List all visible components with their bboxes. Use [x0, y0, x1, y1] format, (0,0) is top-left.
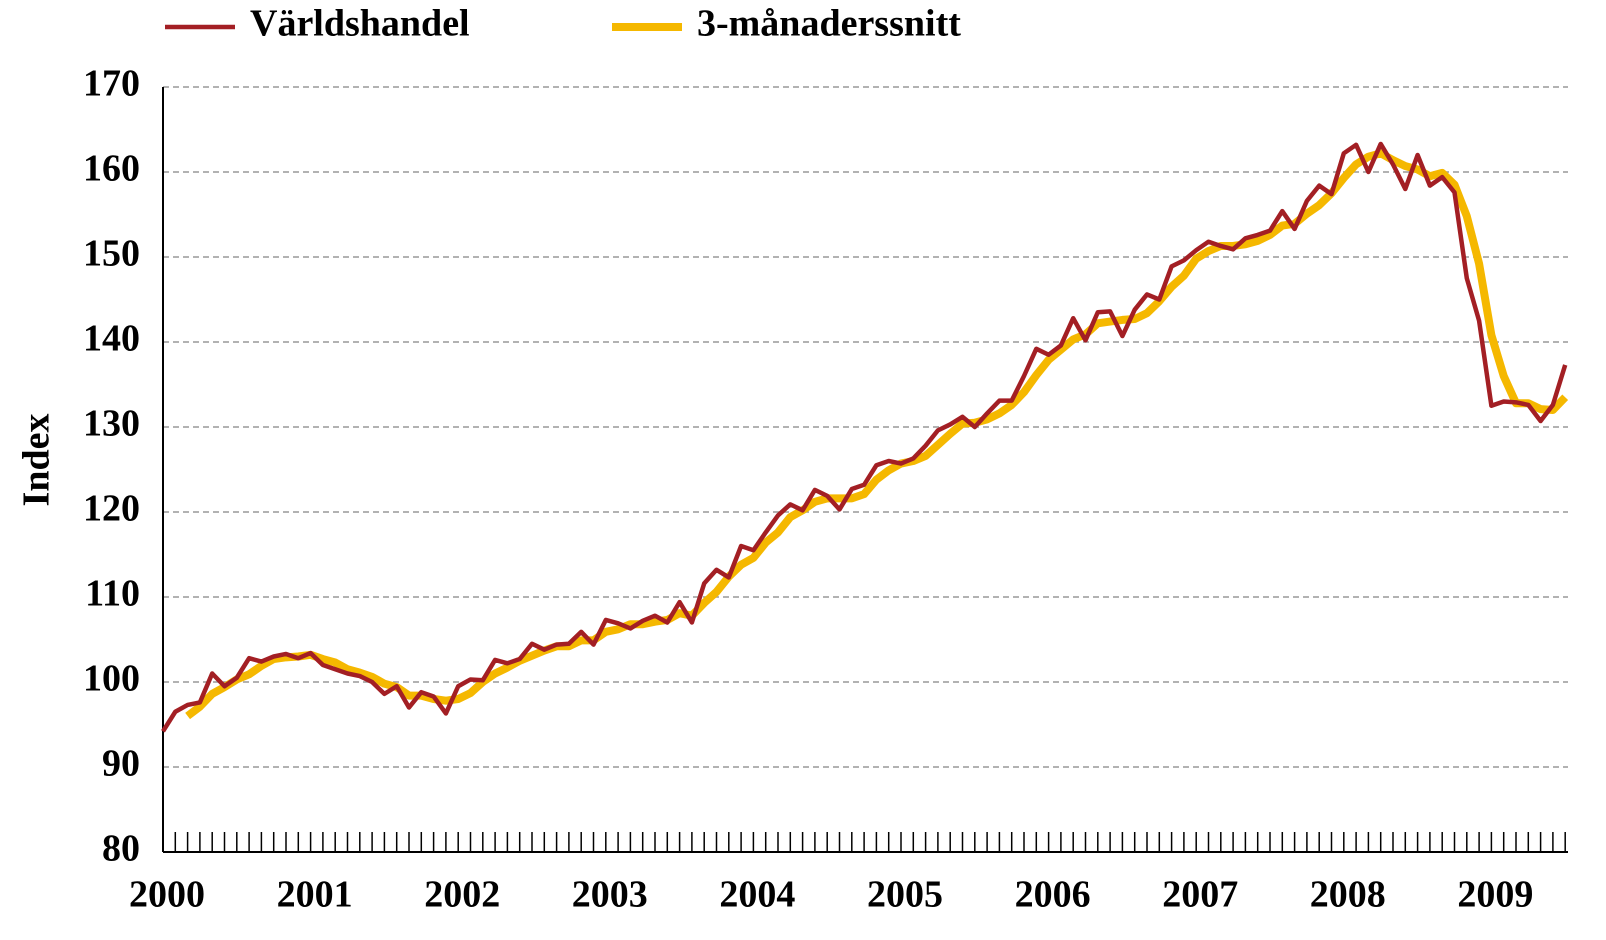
- y-tick-label: 100: [83, 658, 140, 700]
- y-tick-label: 160: [83, 148, 140, 190]
- y-tick-label: 130: [83, 403, 140, 445]
- legend-label: 3-månaderssnitt: [697, 3, 961, 45]
- x-tick-label: 2006: [1015, 874, 1091, 916]
- x-tick-label: 2004: [719, 874, 795, 916]
- series-line: [161, 141, 1568, 733]
- y-axis-label: Index: [16, 414, 58, 507]
- x-tick-label: 2009: [1457, 874, 1533, 916]
- x-tick-label: 2001: [277, 874, 353, 916]
- x-tick-label: 2000: [129, 874, 205, 916]
- y-tick-label: 140: [83, 318, 140, 360]
- x-tick-label: 2008: [1310, 874, 1386, 916]
- series-line: [185, 149, 1569, 720]
- x-tick-label: 2007: [1162, 874, 1238, 916]
- x-tick-label: 2003: [572, 874, 648, 916]
- y-tick-label: 110: [85, 573, 140, 615]
- y-tick-label: 80: [102, 828, 140, 870]
- y-tick-label: 120: [83, 488, 140, 530]
- x-tick-label: 2005: [867, 874, 943, 916]
- y-tick-label: 90: [102, 743, 140, 785]
- legend-label: Världshandel: [250, 3, 470, 45]
- y-tick-label: 170: [83, 63, 140, 105]
- y-tick-label: 150: [83, 233, 140, 275]
- x-tick-label: 2002: [424, 874, 500, 916]
